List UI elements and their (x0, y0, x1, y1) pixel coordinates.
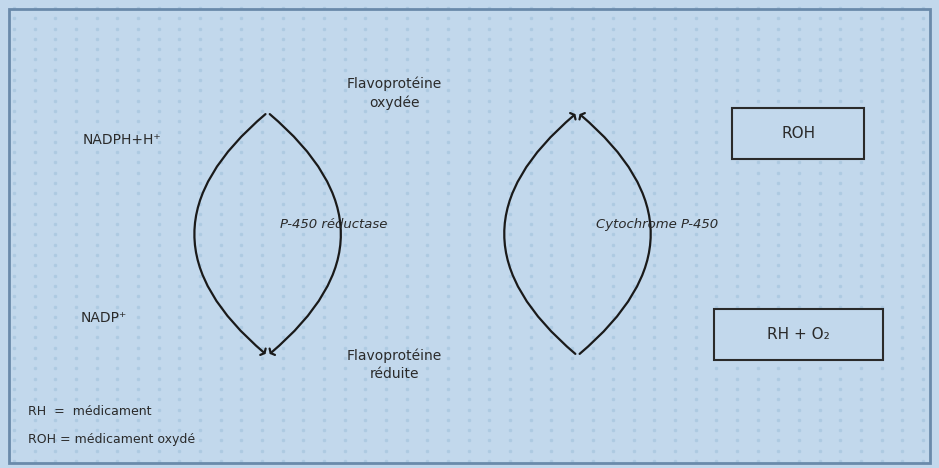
FancyBboxPatch shape (714, 309, 883, 360)
Text: P-450 réductase: P-450 réductase (280, 218, 387, 231)
Text: ROH = médicament oxydé: ROH = médicament oxydé (28, 433, 195, 446)
Text: NADP⁺: NADP⁺ (80, 311, 127, 325)
Text: NADPH+H⁺: NADPH+H⁺ (83, 133, 162, 147)
Text: RH + O₂: RH + O₂ (767, 327, 829, 342)
Text: Flavoprotéine
oxydée: Flavoprotéine oxydée (346, 77, 442, 110)
Text: Flavoprotéine
réduite: Flavoprotéine réduite (346, 349, 442, 381)
Text: ROH: ROH (781, 126, 815, 141)
Text: RH  =  médicament: RH = médicament (28, 405, 152, 418)
Text: Cytochrome P-450: Cytochrome P-450 (596, 218, 718, 231)
FancyBboxPatch shape (732, 108, 864, 159)
